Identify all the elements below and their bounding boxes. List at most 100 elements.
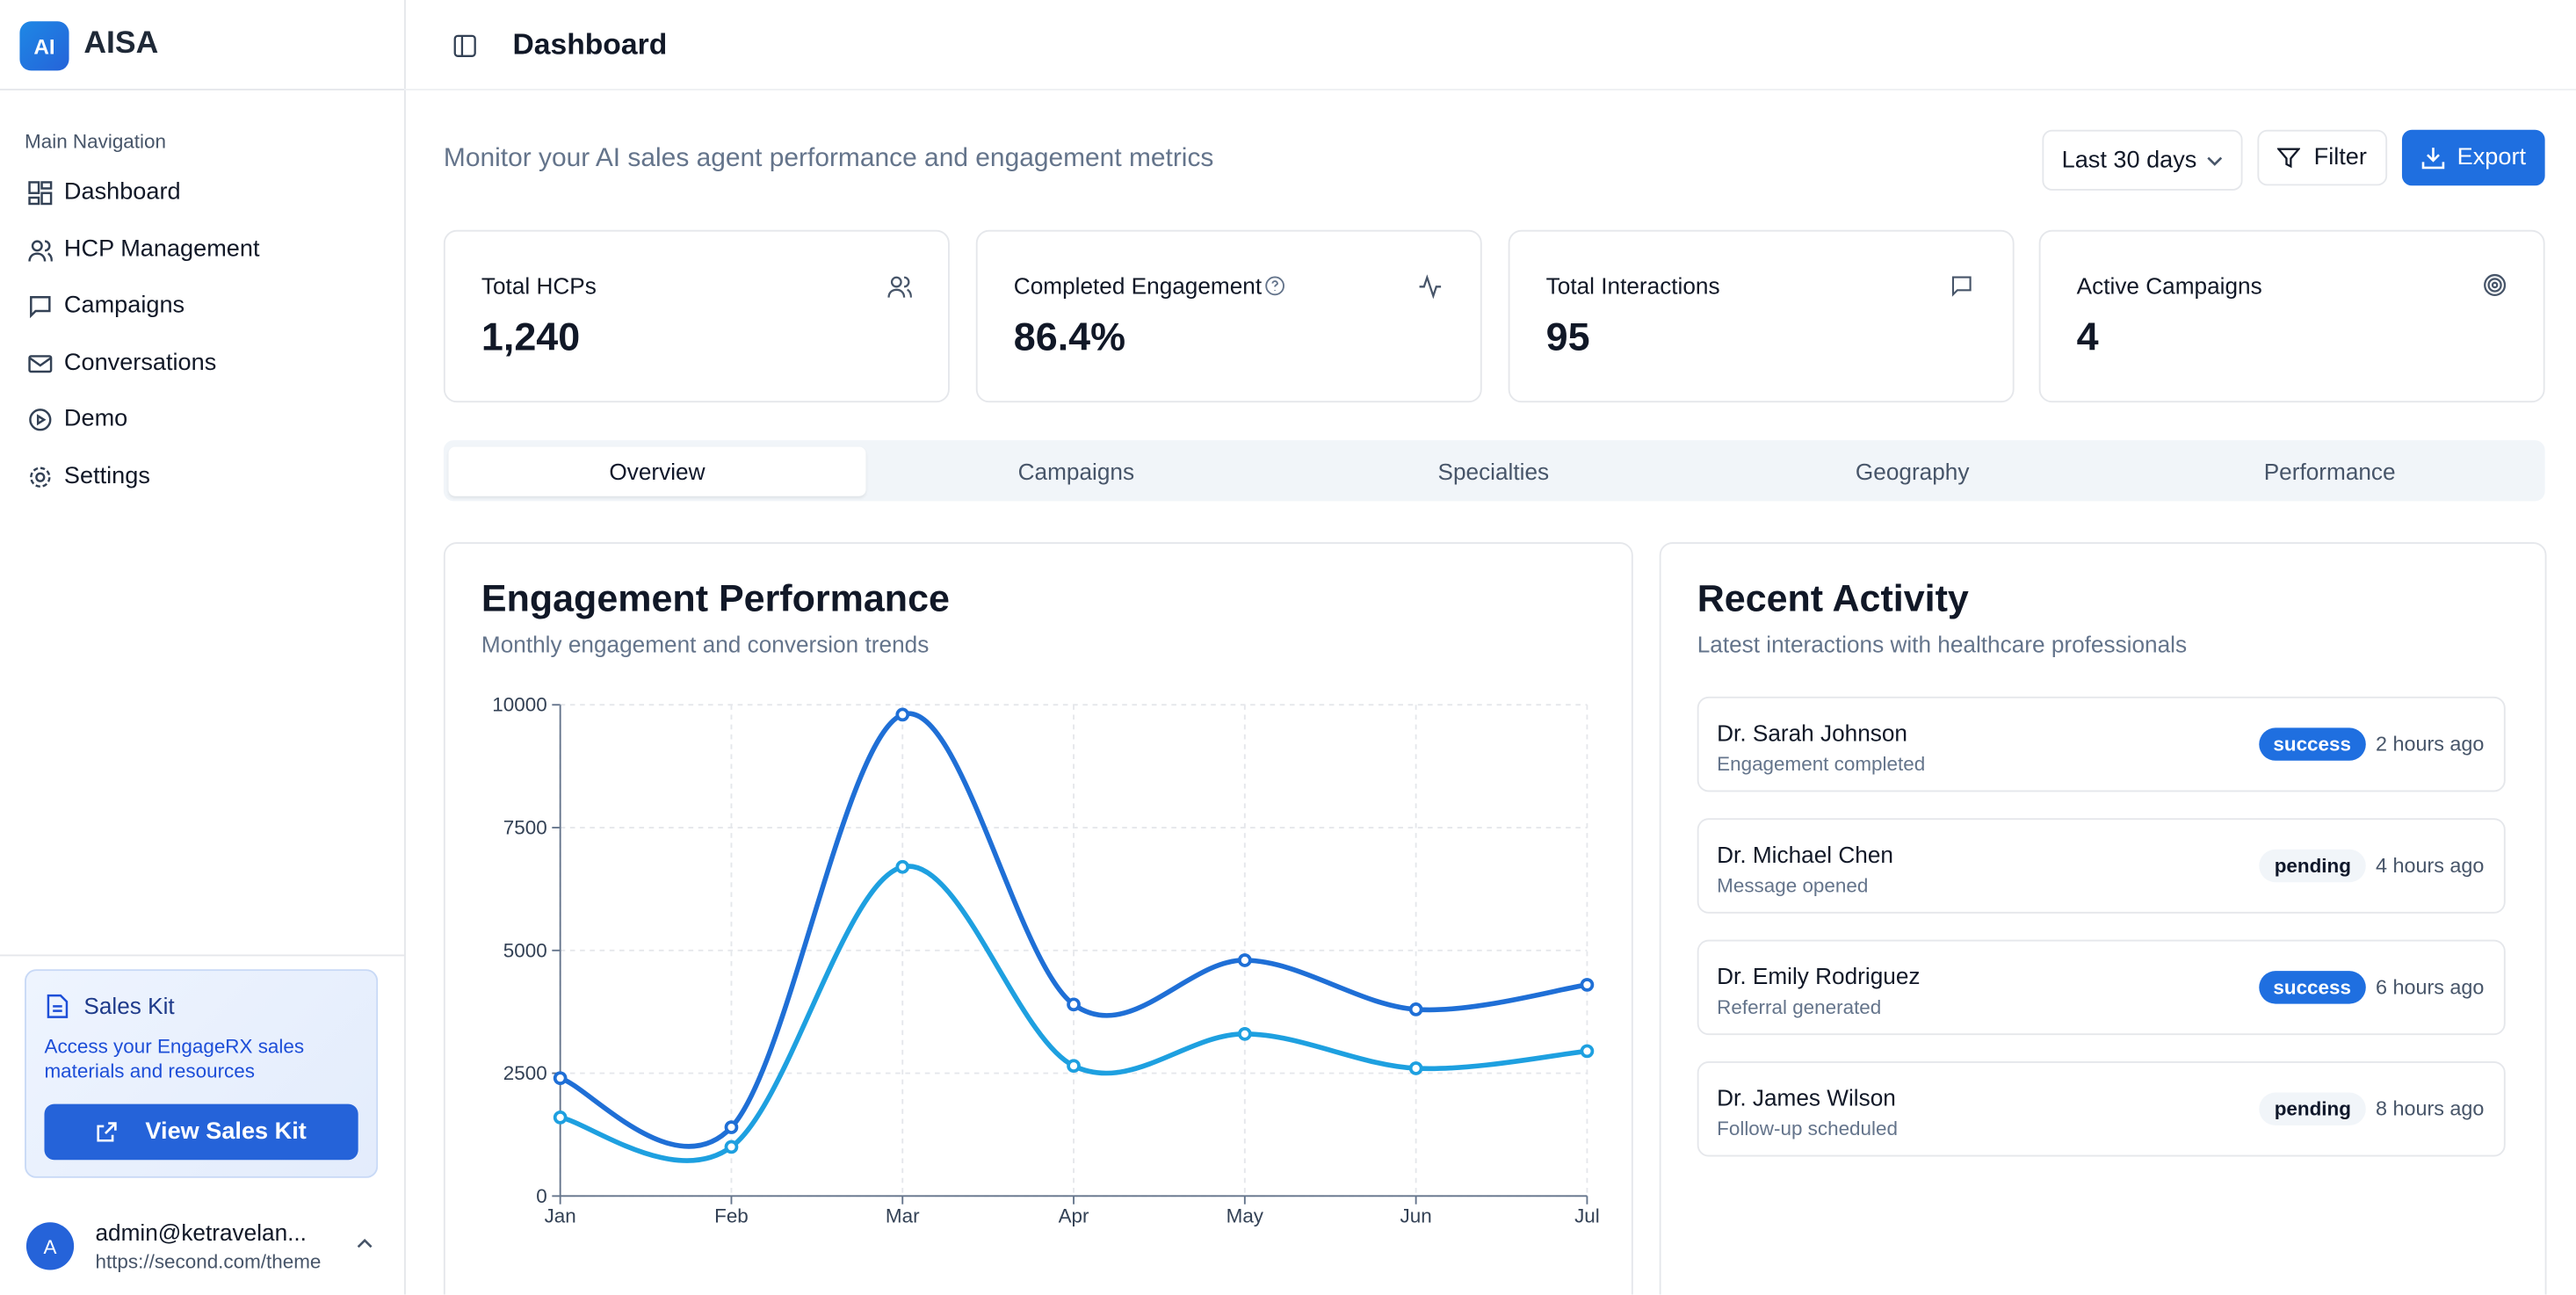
chevron[interactable] [357, 1237, 373, 1250]
metric-value: 1,240 [481, 315, 581, 360]
export-button[interactable]: Export [2401, 129, 2545, 186]
metric-value: 95 [1545, 315, 1590, 360]
icon [30, 295, 51, 318]
activity-item: Dr. Emily Rodriguez Referral generated 6 h… [1697, 939, 2506, 1036]
status-badge: success [2258, 971, 2366, 1004]
user-url: https://second.com/theme [95, 1250, 322, 1274]
x-tick-label: Apr [1059, 1205, 1089, 1226]
tab-active[interactable]: Overview [448, 446, 866, 496]
activity-item: Dr. James Wilson Follow-up scheduled 8 hou… [1697, 1061, 2506, 1157]
help-icon[interactable] [1265, 276, 1284, 296]
button-label: Export [2457, 144, 2527, 171]
data-point [553, 1111, 568, 1125]
button-label: View Sales Kit [145, 1118, 307, 1146]
data-point [553, 1071, 568, 1086]
x-tick-label: May [1226, 1205, 1264, 1226]
icon [1419, 274, 1442, 300]
data-point [895, 859, 910, 874]
icon [2277, 148, 2301, 169]
icon [98, 1122, 118, 1142]
chart-card: Engagement Performance Monthly engagemen… [443, 542, 1633, 1295]
icon [28, 239, 53, 261]
tab[interactable]: Specialties [1437, 458, 1550, 485]
x-tick-label: Jan [545, 1205, 576, 1226]
activity-name: Dr. Michael Chen [1717, 841, 1893, 868]
icon [47, 994, 69, 1018]
metric-card: Total Interactions 95 [1508, 229, 2015, 403]
y-tick-label: 7500 [503, 816, 547, 838]
divider [404, 88, 2576, 90]
y-tick-label: 2500 [503, 1062, 547, 1084]
chart-title: Engagement Performance [481, 576, 950, 619]
nav-label: Settings [63, 463, 150, 490]
activity-time: 4 hours ago [2375, 854, 2485, 878]
nav-item[interactable]: Campaigns [13, 281, 391, 330]
sales-kit-title: Sales Kit [83, 992, 175, 1019]
tab[interactable]: Performance [2263, 458, 2396, 485]
nav-label: Dashboard [63, 178, 181, 206]
metric-label: Completed Engagement [1013, 272, 1263, 300]
activity-subtitle: Latest interactions with healthcare prof… [1697, 631, 2188, 657]
sidebar: AI AISA Main Navigation Dashboard HCP Ma… [0, 0, 406, 1295]
metric-value: 86.4% [1013, 315, 1126, 360]
activity-time: 8 hours ago [2375, 1097, 2485, 1121]
page-title: Dashboard [512, 27, 668, 61]
metric-value: 4 [2076, 315, 2099, 360]
user-email: admin@ketravelan... [95, 1219, 307, 1246]
activity-card: Recent Activity Latest interactions with… [1659, 542, 2547, 1295]
icon [887, 276, 912, 298]
nav-item[interactable]: Dashboard [13, 168, 391, 217]
data-point [895, 707, 910, 722]
activity-time: 2 hours ago [2375, 733, 2485, 756]
x-tick-label: Mar [886, 1205, 920, 1226]
x-tick-label: Jun [1400, 1205, 1432, 1226]
status-badge: success [2258, 727, 2366, 761]
data-point [1580, 1044, 1595, 1059]
sidebar-toggle[interactable] [453, 34, 476, 57]
brand: AISA [83, 25, 159, 61]
metric-label: Total Interactions [1545, 272, 1720, 300]
nav-item[interactable]: Settings [13, 452, 391, 501]
nav-item[interactable]: HCP Management [13, 225, 391, 274]
data-point [1067, 997, 1081, 1012]
view-sales-kit-button[interactable]: View Sales Kit [44, 1103, 358, 1161]
sales-kit: Sales Kit Access your EngageRX sales mat… [25, 969, 379, 1178]
y-tick-label: 5000 [503, 939, 547, 961]
y-tick-label: 0 [536, 1185, 546, 1207]
activity-name: Dr. Emily Rodriguez [1717, 962, 1921, 989]
tab[interactable]: Campaigns [1017, 458, 1135, 485]
metric-label: Active Campaigns [2076, 272, 2262, 300]
filter-button[interactable]: Filter [2257, 129, 2388, 186]
chevron [2207, 156, 2223, 165]
icon [1951, 276, 1972, 297]
activity-detail: Message opened [1717, 873, 1869, 898]
chart-subtitle: Monthly engagement and conversion trends [481, 631, 930, 657]
activity-time: 6 hours ago [2375, 975, 2485, 999]
icon [2484, 273, 2507, 296]
metric-card: Total HCPs 1,240 [443, 229, 950, 403]
data-point [1067, 1059, 1081, 1074]
activity-title: Recent Activity [1697, 576, 1969, 619]
y-tick-label: 10000 [492, 694, 546, 716]
tab[interactable]: Geography [1855, 458, 1970, 485]
icon [2420, 148, 2444, 170]
nav-item[interactable]: Conversations [13, 338, 391, 387]
data-point [724, 1120, 739, 1134]
icon [29, 408, 52, 430]
metric-label: Total HCPs [481, 272, 597, 300]
icon [28, 180, 53, 205]
nav-item[interactable]: Demo [13, 394, 391, 444]
activity-detail: Follow-up scheduled [1717, 1117, 1898, 1140]
sales-kit-description: Access your EngageRX sales materials and… [44, 1035, 305, 1083]
button-label: Filter [2313, 144, 2367, 171]
date-range-select[interactable]: Last 30 days [2042, 129, 2243, 191]
line-chart: 0 2500 5000 7500 10000 Jan Feb Mar Apr May Jun Jul [492, 694, 1600, 1227]
data-point [1580, 978, 1595, 992]
activity-detail: Referral generated [1717, 995, 1882, 1019]
nav-label: Conversations [63, 350, 217, 377]
x-tick-label: Jul [1574, 1205, 1600, 1226]
icon [30, 466, 51, 488]
nav-label: HCP Management [63, 236, 260, 264]
